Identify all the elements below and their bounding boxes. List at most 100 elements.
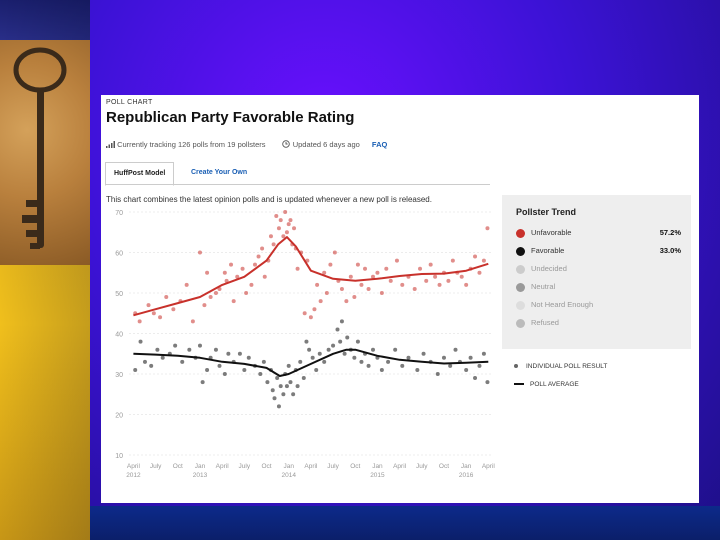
poll-point <box>237 351 242 356</box>
poll-point <box>271 242 276 247</box>
chart-title: Republican Party Favorable Rating <box>106 109 355 126</box>
poll-point <box>307 347 312 352</box>
poll-point <box>339 319 344 324</box>
x-tick-year: 2016 <box>459 472 474 479</box>
poll-point <box>464 367 469 372</box>
updated-text: Updated 6 days ago <box>292 140 360 149</box>
poll-point <box>231 299 236 304</box>
tab-huffpost-model[interactable]: HuffPost Model <box>105 162 175 186</box>
poll-point <box>473 376 478 381</box>
trend-line <box>133 236 489 317</box>
y-tick-label: 10 <box>115 453 123 460</box>
poll-point <box>433 274 438 279</box>
y-tick-label: 60 <box>115 251 123 258</box>
poll-point <box>477 270 482 275</box>
tracking-text: Currently tracking 126 polls from 19 pol… <box>117 140 266 149</box>
meta-row: Currently tracking 126 polls from 19 pol… <box>106 140 387 150</box>
legend-label: Not Heard Enough <box>531 300 594 309</box>
poll-point <box>155 347 160 352</box>
poll-point <box>260 246 265 251</box>
poll-point <box>318 299 323 304</box>
poll-point <box>310 355 315 360</box>
poll-point <box>344 299 349 304</box>
poll-point <box>138 339 143 344</box>
poll-point <box>270 388 275 393</box>
poll-point <box>308 315 313 320</box>
poll-point <box>274 214 279 219</box>
x-tick-label: July <box>416 463 428 470</box>
poll-point <box>252 262 257 267</box>
poll-point <box>437 282 442 287</box>
poll-point <box>149 363 154 368</box>
x-tick-year: 2013 <box>193 472 208 479</box>
tab-create-your-own[interactable]: Create Your Own <box>191 169 248 176</box>
legend-dot <box>516 264 525 274</box>
poll-point <box>275 376 280 381</box>
poll-point <box>424 278 429 283</box>
poll-point <box>304 339 309 344</box>
legend-item-unfavorable[interactable]: Unfavorable 57.2% <box>516 228 681 238</box>
x-tick-label: April <box>304 463 318 470</box>
chart-description: This chart combines the latest opinion p… <box>106 195 432 204</box>
poll-point <box>235 274 240 279</box>
x-tick-label: July <box>327 463 339 470</box>
poll-point <box>291 392 296 397</box>
legend-item-refused[interactable]: Refused <box>516 318 681 328</box>
poll-point <box>394 258 399 263</box>
poll-point <box>229 262 234 267</box>
poll-point <box>481 258 486 263</box>
legend-item-not-heard-enough[interactable]: Not Heard Enough <box>516 300 681 310</box>
legend-title: Pollster Trend <box>516 207 577 217</box>
legend-label: Unfavorable <box>531 228 572 237</box>
legend-label: Favorable <box>531 246 565 255</box>
legend-label: Undecided <box>531 264 567 273</box>
legend-item-undecided[interactable]: Undecided <box>516 264 681 274</box>
poll-point <box>317 351 322 356</box>
poll-point <box>272 396 277 401</box>
poll-point <box>375 270 380 275</box>
poll-point <box>190 319 195 324</box>
poll-point <box>448 363 453 368</box>
poll-point <box>278 384 283 389</box>
x-tick-year: 2015 <box>370 472 385 479</box>
poll-point <box>450 258 455 263</box>
poll-point <box>213 291 218 295</box>
poll-point <box>435 372 440 376</box>
y-tick-label: 50 <box>115 291 123 298</box>
poll-point <box>133 367 138 372</box>
poll-chart-plot: 10 20 30 40 50 60 70 April 2012 July Oct Jan 2013 Apr… <box>115 210 495 479</box>
clock-icon <box>281 140 291 150</box>
poll-point <box>421 351 426 356</box>
poll-point <box>384 266 389 271</box>
poll-point <box>200 380 205 385</box>
key-photo <box>0 40 90 265</box>
faq-link[interactable]: FAQ <box>371 140 388 149</box>
poll-point <box>352 295 357 300</box>
x-tick-label: Oct <box>173 463 183 470</box>
x-tick-label: Jan <box>372 463 383 470</box>
x-tick-year: 2014 <box>281 472 296 479</box>
poll-point <box>363 266 368 271</box>
poll-point <box>142 359 147 364</box>
poll-point <box>244 291 249 295</box>
poll-point <box>464 282 469 287</box>
x-tick-label: Oct <box>261 463 271 470</box>
poll-point <box>246 355 251 360</box>
legend-item-neutral[interactable]: Neutral <box>516 282 681 292</box>
legend-item-favorable[interactable]: Favorable 33.0% <box>516 246 681 256</box>
poll-point <box>468 355 473 360</box>
poll-point <box>366 363 371 368</box>
x-tick-label: Jan <box>195 463 206 470</box>
poll-point <box>366 286 371 291</box>
poll-point <box>348 274 353 279</box>
poll-point <box>473 254 478 259</box>
poll-point <box>184 282 189 287</box>
poll-point <box>388 278 393 283</box>
poll-point <box>283 210 288 214</box>
poll-point <box>446 278 451 283</box>
poll-point <box>379 291 384 295</box>
poll-point <box>370 347 375 352</box>
poll-point <box>288 218 293 223</box>
x-tick-label: April <box>127 463 141 470</box>
poll-point <box>393 347 398 352</box>
